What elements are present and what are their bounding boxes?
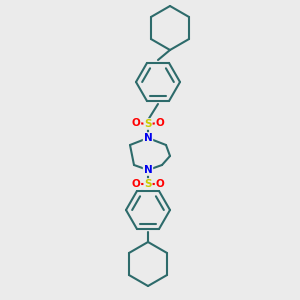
Text: N: N — [144, 165, 152, 175]
Text: O: O — [132, 118, 140, 128]
Text: S: S — [144, 179, 152, 189]
Text: O: O — [156, 179, 164, 189]
Text: N: N — [144, 133, 152, 143]
Text: O: O — [156, 118, 164, 128]
Text: S: S — [144, 119, 152, 129]
Text: O: O — [132, 179, 140, 189]
